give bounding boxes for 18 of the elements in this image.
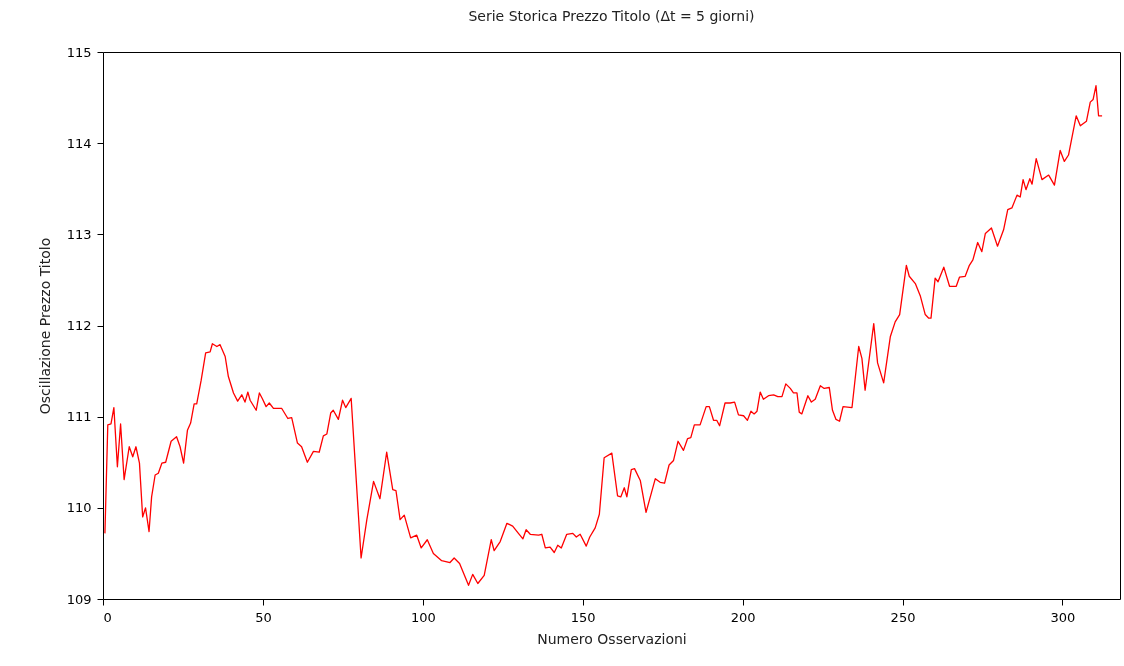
x-tick-label: 150 xyxy=(570,609,596,625)
chart-title: Serie Storica Prezzo Titolo (Δt = 5 giorni) xyxy=(468,8,755,24)
line-series xyxy=(104,85,1103,586)
x-tick-label: 0 xyxy=(103,609,112,625)
y-tick-label: 109 xyxy=(66,591,92,607)
y-tick-label: 112 xyxy=(66,318,92,333)
y-tick-label: 114 xyxy=(66,135,92,151)
y-tick-label: 113 xyxy=(66,226,92,242)
x-tick-label: 50 xyxy=(255,609,272,625)
y-tick-label: 115 xyxy=(66,44,92,60)
y-axis-title: Oscillazione Prezzo Titolo xyxy=(36,237,53,415)
y-tick-label: 110 xyxy=(66,500,92,516)
x-tick-label: 100 xyxy=(410,609,436,625)
y-tick-label: 111 xyxy=(66,409,92,425)
x-tick-label: 250 xyxy=(890,609,916,625)
x-axis-title: Numero Osservazioni xyxy=(537,630,687,647)
x-tick-label: 300 xyxy=(1050,609,1076,625)
x-tick-label: 200 xyxy=(730,609,756,625)
